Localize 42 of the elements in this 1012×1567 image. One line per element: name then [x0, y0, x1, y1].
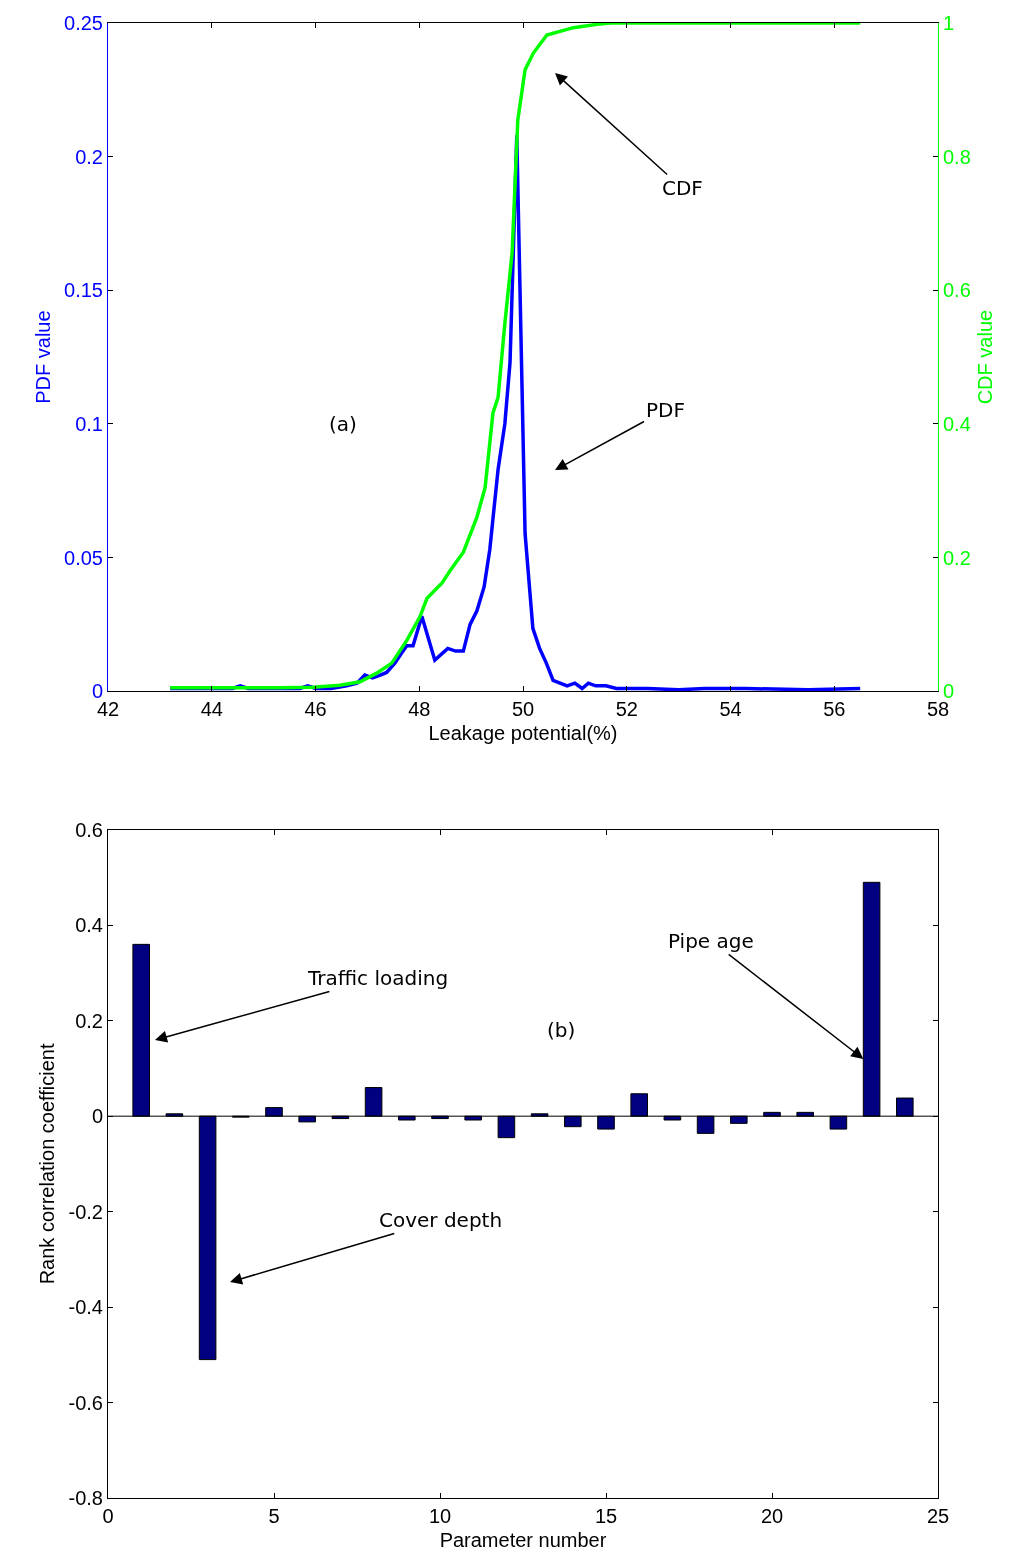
- y-axis-title: PDF value: [31, 310, 54, 404]
- annotation: (b): [547, 1018, 576, 1042]
- y-tick-label: 0.05: [64, 546, 103, 569]
- x-tick-label: 54: [719, 698, 742, 721]
- annotation: Traffic loading: [307, 966, 449, 990]
- annotation: PDF: [646, 398, 685, 422]
- y-tick-label: 0.4: [75, 914, 103, 937]
- x-axis-title: Leakage potential(%): [428, 721, 618, 744]
- y-tick-label: 0.6: [75, 818, 103, 841]
- x-axis-title: Parameter number: [439, 1528, 607, 1551]
- y-tick-label: -0.2: [68, 1200, 103, 1223]
- x-tick-label: 52: [615, 698, 638, 721]
- y2-tick-label: 0.4: [943, 412, 971, 435]
- y-tick-label: 0.15: [64, 279, 103, 302]
- x-tick-label: 44: [200, 698, 223, 721]
- annotation: CDF: [662, 176, 703, 200]
- annotation: Pipe age: [668, 929, 754, 953]
- x-tick-label: 56: [823, 698, 846, 721]
- y-axis-title: Rank correlation coefficient: [36, 1043, 59, 1285]
- annotation: (a): [329, 412, 357, 436]
- x-tick-label: 46: [304, 698, 327, 721]
- y-tick-label: 0: [91, 1105, 103, 1128]
- y2-axis-title: CDF value: [974, 309, 997, 405]
- x-tick-label: 5: [268, 1505, 280, 1527]
- x-tick-label: 48: [408, 698, 431, 721]
- y2-tick-label: 0.8: [943, 145, 971, 168]
- y-tick-label: 0.2: [75, 1009, 103, 1032]
- y2-tick-label: 1: [943, 12, 955, 34]
- x-tick-label: 25: [926, 1505, 950, 1527]
- x-tick-label: 10: [428, 1505, 452, 1527]
- y2-tick-label: 0.2: [943, 546, 971, 569]
- y-tick-label: -0.4: [68, 1296, 103, 1319]
- y2-tick-label: 0.6: [943, 279, 971, 302]
- x-tick-label: 15: [594, 1505, 618, 1527]
- annotation: Cover depth: [379, 1208, 503, 1232]
- x-tick-label: 20: [760, 1505, 784, 1527]
- y-tick-label: 0.25: [64, 12, 103, 34]
- y-tick-label: -0.6: [68, 1391, 103, 1414]
- y-tick-label: 0.2: [75, 145, 103, 168]
- x-tick-label: 50: [511, 698, 535, 721]
- y-tick-label: -0.8: [68, 1487, 103, 1510]
- y-tick-label: 0.1: [75, 412, 103, 435]
